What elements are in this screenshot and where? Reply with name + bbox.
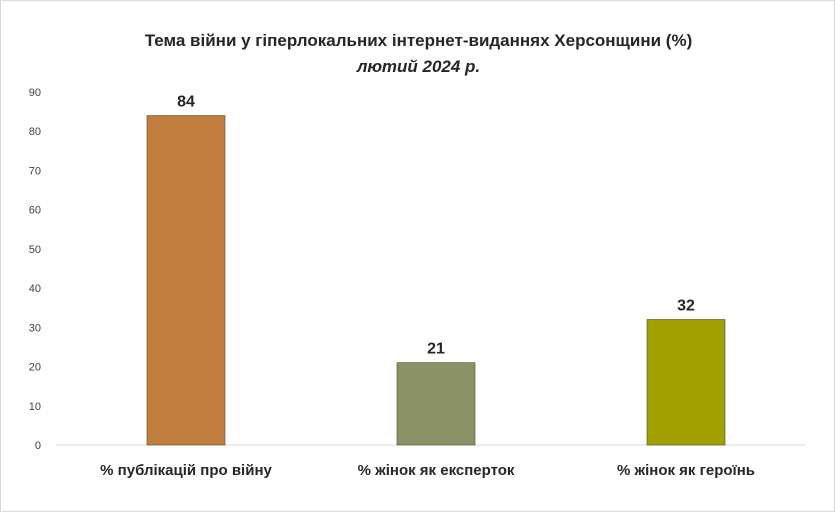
y-tick-label: 70 [29,165,41,177]
y-tick-label: 20 [29,362,41,374]
y-tick-label: 80 [29,126,41,138]
bar [646,319,726,446]
y-tick-label: 30 [29,322,41,334]
category-labels-group: % публікацій про війну % жінок як експерт… [100,462,755,479]
y-tick-label: 10 [29,401,41,413]
y-tick-label: 60 [29,205,41,217]
data-label: 84 [177,94,195,111]
chart-subtitle: лютий 2024 р. [356,57,481,76]
category-label: % публікацій про війну [100,462,272,479]
y-tick-label: 40 [29,283,41,295]
y-tick-label: 0 [35,440,41,452]
y-axis: 0 10 20 30 40 50 60 70 80 90 [29,87,41,452]
y-tick-label: 50 [29,244,41,256]
data-label: 32 [677,297,695,314]
category-label: % жінок як героїнь [617,462,755,479]
data-labels-group: 84 21 32 [177,94,695,358]
bar [396,362,476,446]
category-label: % жінок як експерток [358,462,515,479]
bar [146,115,226,446]
bars-group [146,115,726,446]
data-label: 21 [427,341,445,358]
y-tick-label: 90 [29,87,41,99]
chart-title: Тема війни у гіперлокальних інтернет-вид… [144,31,693,50]
